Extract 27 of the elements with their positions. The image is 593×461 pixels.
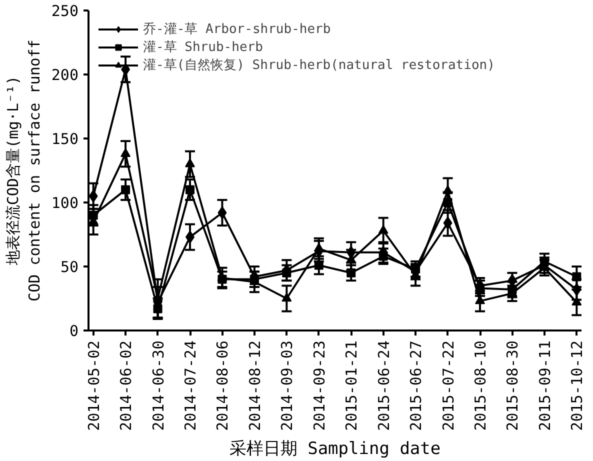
x-tick-label: 2015-10-12: [568, 340, 586, 431]
legend-label: 灌-草(自然恢复) Shrub-herb(natural restoration): [143, 57, 495, 74]
y-tick-label: 100: [51, 194, 78, 212]
y-tick-label: 50: [60, 258, 78, 276]
y-tick-label: 250: [51, 2, 78, 20]
x-tick-label: 2014-09-23: [310, 340, 328, 431]
legend-label: 乔-灌-草 Arbor-shrub-herb: [143, 21, 331, 38]
x-tick-label: 2015-01-21: [342, 340, 361, 431]
x-tick-label: 2014-06-02: [117, 340, 136, 431]
x-axis-title: 采样日期 Sampling date: [229, 438, 441, 459]
x-tick-label: 2014-09-03: [278, 340, 296, 431]
x-tick-label: 2014-05-02: [84, 340, 103, 431]
y-axis-title: 地表径流COD含量(mg·L⁻¹) COD content on surface runoff: [4, 40, 44, 302]
y-tick-label: 150: [51, 130, 78, 148]
x-tick-label: 2014-07-24: [182, 340, 200, 431]
legend-label: 灌-草 Shrub-herb: [143, 39, 263, 56]
x-tick-label: 2015-09-11: [536, 340, 554, 431]
x-tick-label: 2015-06-27: [407, 340, 426, 431]
x-tick-label: 2015-06-24: [374, 340, 393, 431]
x-tick-label: 2014-08-06: [214, 340, 232, 431]
x-tick-label: 2014-06-30: [149, 340, 168, 431]
x-tick-label: 2015-08-30: [504, 340, 522, 431]
x-tick-label: 2015-07-22: [439, 340, 458, 431]
y-tick-label: 0: [69, 322, 78, 340]
x-tick-label: 2015-08-10: [472, 340, 490, 431]
x-tick-label: 2014-08-12: [246, 340, 264, 431]
y-tick-label: 200: [51, 66, 78, 84]
